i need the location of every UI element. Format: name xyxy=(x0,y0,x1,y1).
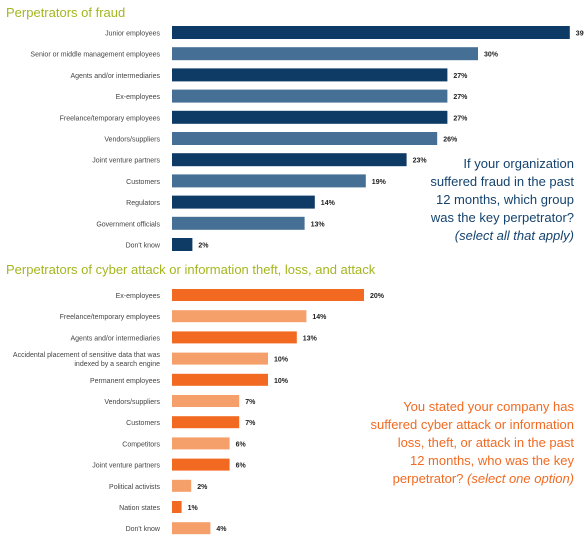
cyber-value-label: 6% xyxy=(236,463,247,470)
fraud-category-label: Regulators xyxy=(126,200,160,207)
fraud-bar xyxy=(172,216,305,230)
fraud-bar xyxy=(172,238,193,251)
cyber-category-label: Joint venture partners xyxy=(92,463,160,470)
cyber-value-label: 13% xyxy=(303,335,318,342)
fraud-question-line: was the key perpetrator? xyxy=(430,210,574,225)
cyber-category-label: Nation states xyxy=(119,505,160,512)
cyber-value-label: 7% xyxy=(245,420,256,427)
fraud-chart-title: Perpetrators of fraud xyxy=(6,5,126,20)
fraud-category-label: Joint venture partners xyxy=(92,158,160,165)
cyber-bar xyxy=(172,458,230,471)
cyber-category-label: Vendors/suppliers xyxy=(104,399,160,406)
fraud-bar xyxy=(172,26,570,39)
fraud-category-label: Don't know xyxy=(126,243,161,250)
cyber-value-label: 2% xyxy=(197,484,208,491)
cyber-category-label: indexed by a search engine xyxy=(74,361,160,368)
cyber-question-note: (select one option) xyxy=(467,471,574,486)
cyber-bar xyxy=(172,331,297,344)
cyber-category-label: Accidental placement of sensitive data t… xyxy=(13,352,161,359)
fraud-bar xyxy=(172,153,407,167)
cyber-bar xyxy=(172,395,240,407)
cyber-value-label: 7% xyxy=(245,399,256,406)
fraud-value-label: 23% xyxy=(413,158,428,165)
fraud-category-label: Freelance/temporary employees xyxy=(60,115,161,122)
fraud-bar xyxy=(172,132,438,145)
cyber-value-label: 14% xyxy=(312,314,327,321)
cyber-bar xyxy=(172,479,192,492)
fraud-category-label: Senior or middle management employees xyxy=(30,52,160,59)
cyber-value-label: 6% xyxy=(236,441,247,448)
cyber-question-last-line: perpetrator? xyxy=(392,471,464,486)
fraud-bar xyxy=(172,110,448,124)
fraud-bar xyxy=(172,68,448,82)
fraud-category-label: Vendors/suppliers xyxy=(104,137,160,144)
fraud-value-label: 13% xyxy=(311,221,326,228)
cyber-bar xyxy=(172,501,182,513)
cyber-value-label: 20% xyxy=(370,293,385,300)
fraud-value-label: 30% xyxy=(484,52,499,59)
fraud-value-label: 26% xyxy=(443,137,458,144)
fraud-value-label: 27% xyxy=(453,94,468,101)
fraud-category-label: Customers xyxy=(126,179,160,186)
fraud-question-line: 12 months, which group xyxy=(435,192,574,207)
fraud-question-line: suffered fraud in the past xyxy=(430,174,574,189)
cyber-question: You stated your company has suffered cyb… xyxy=(370,398,574,488)
cyber-category-label: Permanent employees xyxy=(90,378,161,385)
cyber-bar xyxy=(172,310,307,323)
cyber-question-line: loss, theft, or attack in the past xyxy=(397,435,574,450)
cyber-category-label: Freelance/temporary employees xyxy=(60,314,161,321)
fraud-value-label: 2% xyxy=(198,243,209,250)
cyber-question-line: 12 months, who was the key xyxy=(409,453,574,468)
fraud-value-label: 27% xyxy=(453,115,468,122)
cyber-category-label: Agents and/or intermediaries xyxy=(71,335,161,342)
cyber-value-label: 10% xyxy=(274,378,289,385)
cyber-category-label: Political activists xyxy=(109,484,160,491)
cyber-bar xyxy=(172,352,268,365)
fraud-value-label: 39% xyxy=(576,31,584,38)
fraud-value-label: 27% xyxy=(453,73,468,80)
cyber-question-last: perpetrator? (select one option) xyxy=(370,470,574,488)
cyber-category-label: Don't know xyxy=(126,526,161,533)
cyber-bar xyxy=(172,437,230,450)
fraud-bar xyxy=(172,89,448,103)
cyber-question-line: suffered cyber attack or information xyxy=(370,417,574,432)
cyber-bar xyxy=(172,522,211,535)
cyber-bar xyxy=(172,373,268,386)
fraud-bar xyxy=(172,174,366,188)
cyber-category-label: Customers xyxy=(126,420,160,427)
fraud-value-label: 14% xyxy=(321,200,336,207)
cyber-category-label: Ex-employees xyxy=(116,293,161,300)
cyber-bar xyxy=(172,289,364,301)
fraud-bar xyxy=(172,195,315,209)
cyber-value-label: 10% xyxy=(274,357,289,364)
cyber-value-label: 1% xyxy=(188,505,199,512)
fraud-category-label: Ex-employees xyxy=(116,94,161,101)
fraud-value-label: 19% xyxy=(372,179,387,186)
fraud-bar xyxy=(172,47,478,61)
fraud-category-label: Junior employees xyxy=(105,31,160,38)
cyber-value-label: 4% xyxy=(216,526,227,533)
fraud-category-label: Government officials xyxy=(96,221,160,228)
cyber-chart-title: Perpetrators of cyber attack or informat… xyxy=(6,262,376,277)
fraud-question: If your organization suffered fraud in t… xyxy=(430,155,574,245)
fraud-question-line: If your organization xyxy=(463,156,574,171)
fraud-category-label: Agents and/or intermediaries xyxy=(71,73,161,80)
cyber-category-label: Competitors xyxy=(122,441,160,448)
cyber-question-line: You stated your company has xyxy=(403,399,574,414)
fraud-question-note: (select all that apply) xyxy=(454,228,574,243)
cyber-bar xyxy=(172,416,240,429)
